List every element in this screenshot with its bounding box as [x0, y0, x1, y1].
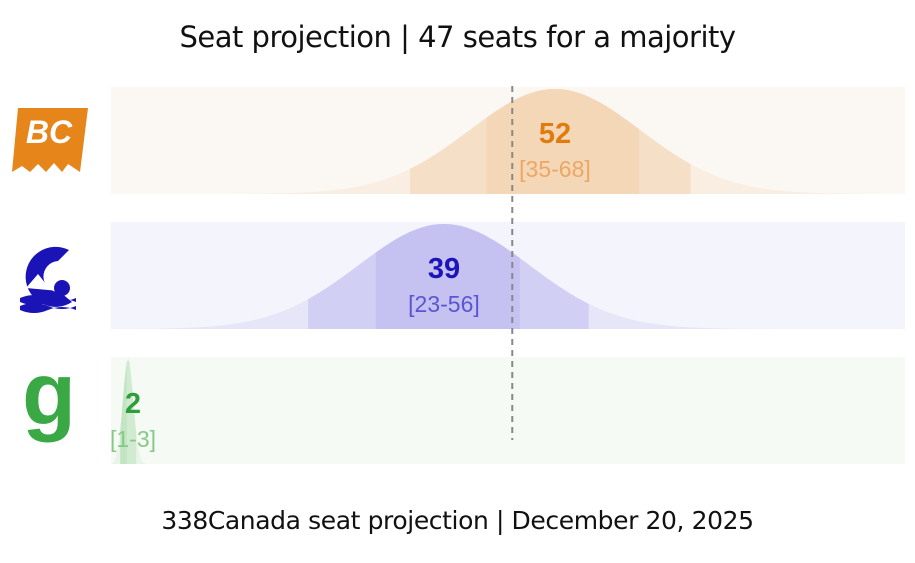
projection-range: [23-56] — [408, 291, 480, 317]
bc-conservatives-logo: BC — [12, 108, 88, 172]
projection-value: 39 — [428, 253, 460, 285]
chart-title: Seat projection | 47 seats for a majorit… — [179, 20, 736, 54]
series-row-0 — [111, 87, 905, 194]
projection-value: 52 — [539, 118, 571, 150]
bc-ndp-logo — [20, 246, 76, 313]
series-row-1 — [111, 222, 905, 329]
series-row-2 — [111, 357, 905, 464]
distribution-inner-range — [375, 224, 520, 329]
greens-logo-text: g — [22, 366, 76, 443]
footer-source: 338Canada seat projection | December 20,… — [161, 506, 754, 535]
projection-range: [1-3] — [110, 426, 156, 452]
row-background — [111, 357, 905, 464]
bc-greens-logo: g — [22, 366, 76, 443]
projection-range: [35-68] — [519, 156, 591, 182]
bc-logo-text: BC — [26, 114, 73, 150]
distribution-inner-range — [120, 361, 127, 464]
projection-value: 2 — [125, 388, 141, 420]
distribution-inner-range — [486, 89, 640, 194]
